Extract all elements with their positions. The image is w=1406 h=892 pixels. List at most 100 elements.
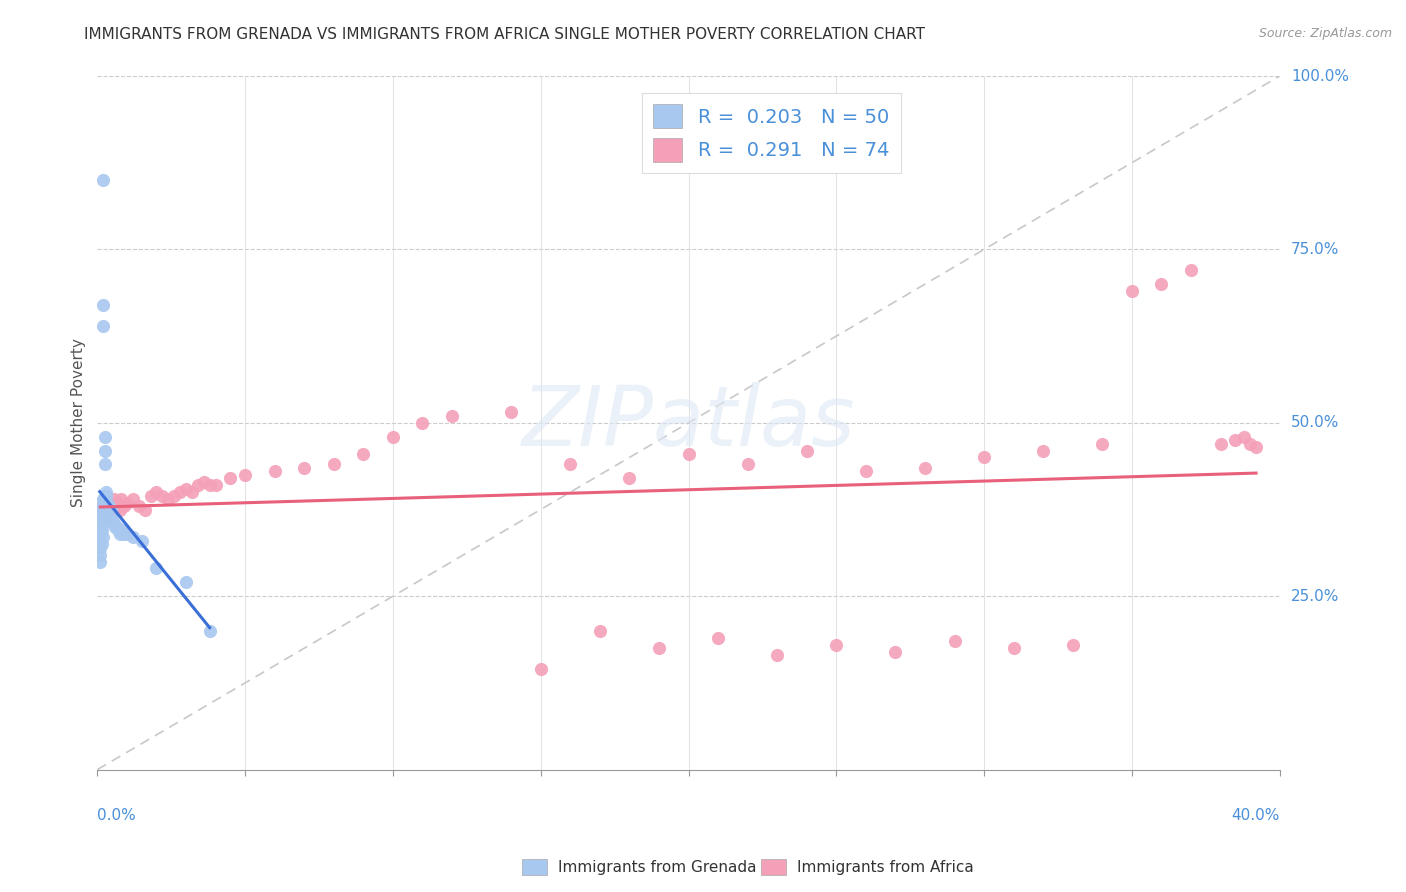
Point <box>89 533 111 548</box>
Point <box>145 561 167 575</box>
Point <box>914 461 936 475</box>
Point <box>107 524 129 538</box>
Point <box>263 464 285 478</box>
Point <box>98 499 121 513</box>
Point <box>94 502 117 516</box>
Point <box>94 489 117 503</box>
Text: 100.0%: 100.0% <box>1291 69 1348 84</box>
Point <box>105 499 128 513</box>
Point <box>89 555 111 569</box>
Point <box>707 631 730 645</box>
Point <box>98 499 121 513</box>
Point <box>1244 440 1267 454</box>
Point <box>115 526 138 541</box>
Point <box>1032 443 1054 458</box>
Point <box>560 458 582 472</box>
Legend: R =  0.203   N = 50, R =  0.291   N = 74: R = 0.203 N = 50, R = 0.291 N = 74 <box>641 93 901 173</box>
Point <box>93 506 115 520</box>
Point <box>198 478 221 492</box>
Point <box>90 506 112 520</box>
Point <box>157 492 180 507</box>
Point <box>91 492 114 507</box>
Point <box>855 464 877 478</box>
Text: IMMIGRANTS FROM GRENADA VS IMMIGRANTS FROM AFRICA SINGLE MOTHER POVERTY CORRELAT: IMMIGRANTS FROM GRENADA VS IMMIGRANTS FR… <box>84 27 925 42</box>
Point <box>90 499 112 513</box>
Point <box>1180 263 1202 277</box>
Text: ZIPatlas: ZIPatlas <box>522 383 855 463</box>
Point <box>943 634 966 648</box>
Point <box>90 509 112 524</box>
Point <box>1091 436 1114 450</box>
Point <box>1062 638 1084 652</box>
Point <box>101 495 124 509</box>
Point <box>89 541 111 555</box>
Point <box>100 502 122 516</box>
Point <box>107 495 129 509</box>
Point <box>91 298 114 312</box>
Point <box>96 506 118 520</box>
Point <box>1121 284 1143 298</box>
Point <box>96 485 118 500</box>
Point <box>100 502 122 516</box>
Point <box>103 516 125 531</box>
Y-axis label: Single Mother Poverty: Single Mother Poverty <box>72 338 86 508</box>
Point <box>97 513 120 527</box>
Point <box>89 506 111 520</box>
Point <box>163 489 186 503</box>
Point <box>110 492 132 507</box>
Point <box>128 499 150 513</box>
Point <box>100 513 122 527</box>
Point <box>89 526 111 541</box>
Point <box>174 482 197 496</box>
Point <box>91 502 114 516</box>
Point <box>1233 430 1256 444</box>
Point <box>619 471 641 485</box>
Point <box>193 475 215 489</box>
Point <box>112 526 135 541</box>
Text: Immigrants from Grenada: Immigrants from Grenada <box>558 860 756 874</box>
Text: Immigrants from Africa: Immigrants from Africa <box>797 860 974 874</box>
Point <box>174 575 197 590</box>
Point <box>766 648 789 662</box>
Text: Source: ZipAtlas.com: Source: ZipAtlas.com <box>1258 27 1392 40</box>
Point <box>90 537 112 551</box>
Point <box>91 516 114 531</box>
Point <box>101 513 124 527</box>
Point <box>589 624 612 638</box>
Point <box>501 405 523 419</box>
Point <box>91 513 114 527</box>
Point <box>112 499 135 513</box>
Point <box>91 502 114 516</box>
Point <box>110 524 132 538</box>
Point <box>973 450 995 465</box>
Point <box>108 526 131 541</box>
Point <box>648 641 671 656</box>
Point <box>796 443 818 458</box>
Point <box>93 506 115 520</box>
Point <box>91 318 114 333</box>
Point <box>134 502 156 516</box>
Point <box>93 509 115 524</box>
Point <box>131 533 153 548</box>
Point <box>1002 641 1025 656</box>
Point <box>169 485 191 500</box>
Point <box>105 520 128 534</box>
Point <box>233 467 256 482</box>
Point <box>411 416 433 430</box>
Text: 25.0%: 25.0% <box>1291 589 1339 604</box>
Point <box>322 458 344 472</box>
Point <box>884 645 907 659</box>
Point <box>104 502 127 516</box>
Point <box>90 524 112 538</box>
Text: 40.0%: 40.0% <box>1232 808 1279 823</box>
Point <box>121 530 143 544</box>
Point <box>139 489 162 503</box>
Point <box>150 489 173 503</box>
Text: 0.0%: 0.0% <box>97 808 136 823</box>
Point <box>181 485 204 500</box>
Point <box>96 495 118 509</box>
Text: 75.0%: 75.0% <box>1291 242 1339 257</box>
Point <box>94 513 117 527</box>
Point <box>89 513 111 527</box>
Point <box>91 530 114 544</box>
